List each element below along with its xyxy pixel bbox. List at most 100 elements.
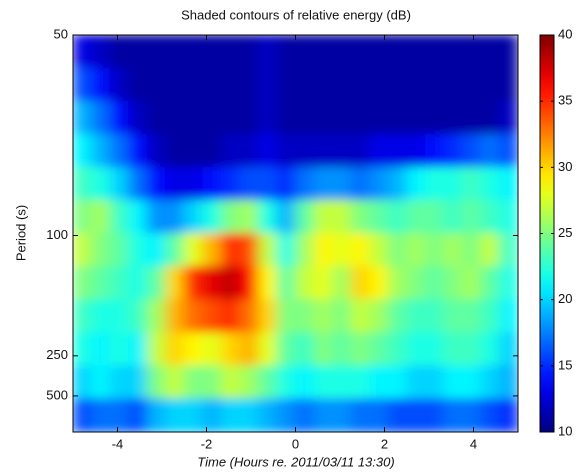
heatmap-cell [498,365,518,400]
heatmap-cell [146,35,167,69]
heatmap-cell [128,133,148,168]
heatmap-cell [146,266,167,301]
heatmap-cell [146,332,167,367]
heatmap-cell [183,199,204,234]
heatmap-cell [128,199,148,234]
heatmap-cell [387,166,408,201]
heatmap-cell [202,67,222,102]
heatmap-cell [239,166,259,201]
heatmap [73,35,518,432]
heatmap-cell [313,133,334,168]
heatmap-cell [91,299,111,334]
heatmap-cell [424,100,445,135]
heatmap-cell [350,398,371,432]
colorbar-tick-label: 25 [558,225,572,240]
heatmap-cell [480,199,500,234]
heatmap-cell [295,365,315,400]
heatmap-cell [387,233,408,268]
heatmap-cell [183,67,204,102]
heatmap-cell [387,332,408,367]
colorbar-tick-label: 15 [558,357,572,372]
heatmap-cell [276,166,296,201]
heatmap-cell [369,332,389,367]
heatmap-cell [220,365,241,400]
heatmap-cell [91,35,111,69]
heatmap-cell [406,398,426,432]
heatmap-cell [313,299,334,334]
heatmap-cell [276,398,296,432]
heatmap-cell [220,100,241,135]
heatmap-cell [73,67,93,102]
heatmap-cell [406,365,426,400]
heatmap-cell [109,266,130,301]
heatmap-cell [128,35,148,69]
heatmap-cell [461,299,482,334]
heatmap-cell [220,133,241,168]
heatmap-cell [146,199,167,234]
heatmap-cell [424,233,445,268]
heatmap-cell [406,133,426,168]
heatmap-cell [109,67,130,102]
heatmap-cell [369,398,389,432]
heatmap-cell [443,365,463,400]
heatmap-cell [443,133,463,168]
heatmap-cell [202,332,222,367]
heatmap-cell [276,199,296,234]
heatmap-cell [387,365,408,400]
heatmap-cell [220,233,241,268]
heatmap-cell [128,67,148,102]
heatmap-cell [406,67,426,102]
heatmap-cell [369,199,389,234]
heatmap-cell [91,365,111,400]
heatmap-cell [202,133,222,168]
heatmap-cell [220,166,241,201]
heatmap-cell [239,398,259,432]
heatmap-cell [313,100,334,135]
heatmap-cell [239,133,259,168]
heatmap-cell [369,67,389,102]
heatmap-cell [350,365,371,400]
heatmap-cell [239,299,259,334]
heatmap-cell [332,35,352,69]
heatmap-cell [220,332,241,367]
heatmap-cell [424,398,445,432]
heatmap-cell [443,398,463,432]
heatmap-cell [239,266,259,301]
heatmap-cell [350,332,371,367]
heatmap-cell [128,365,148,400]
heatmap-cell [424,133,445,168]
heatmap-cell [183,299,204,334]
heatmap-cell [350,199,371,234]
heatmap-cell [332,133,352,168]
heatmap-cell [276,67,296,102]
x-tick-label: 0 [292,436,299,451]
heatmap-cell [165,133,185,168]
heatmap-cell [498,35,518,69]
heatmap-cell [183,398,204,432]
heatmap-cell [165,398,185,432]
heatmap-cell [276,365,296,400]
colorbar-tick-label: 10 [558,423,572,438]
heatmap-cell [424,365,445,400]
heatmap-cell [257,166,278,201]
heatmap-cell [387,35,408,69]
heatmap-cell [424,332,445,367]
heatmap-cell [350,67,371,102]
heatmap-cell [443,299,463,334]
heatmap-cell [109,398,130,432]
heatmap-cell [424,299,445,334]
heatmap-cell [73,398,93,432]
heatmap-cell [369,365,389,400]
heatmap-cell [461,100,482,135]
heatmap-cell [313,365,334,400]
heatmap-cell [257,266,278,301]
heatmap-cell [480,67,500,102]
heatmap-cell [498,266,518,301]
heatmap-cell [443,100,463,135]
heatmap-cell [146,133,167,168]
heatmap-cell [183,365,204,400]
heatmap-cell [165,299,185,334]
heatmap-cell [498,67,518,102]
y-tick-label: 50 [54,26,68,41]
heatmap-cell [350,266,371,301]
